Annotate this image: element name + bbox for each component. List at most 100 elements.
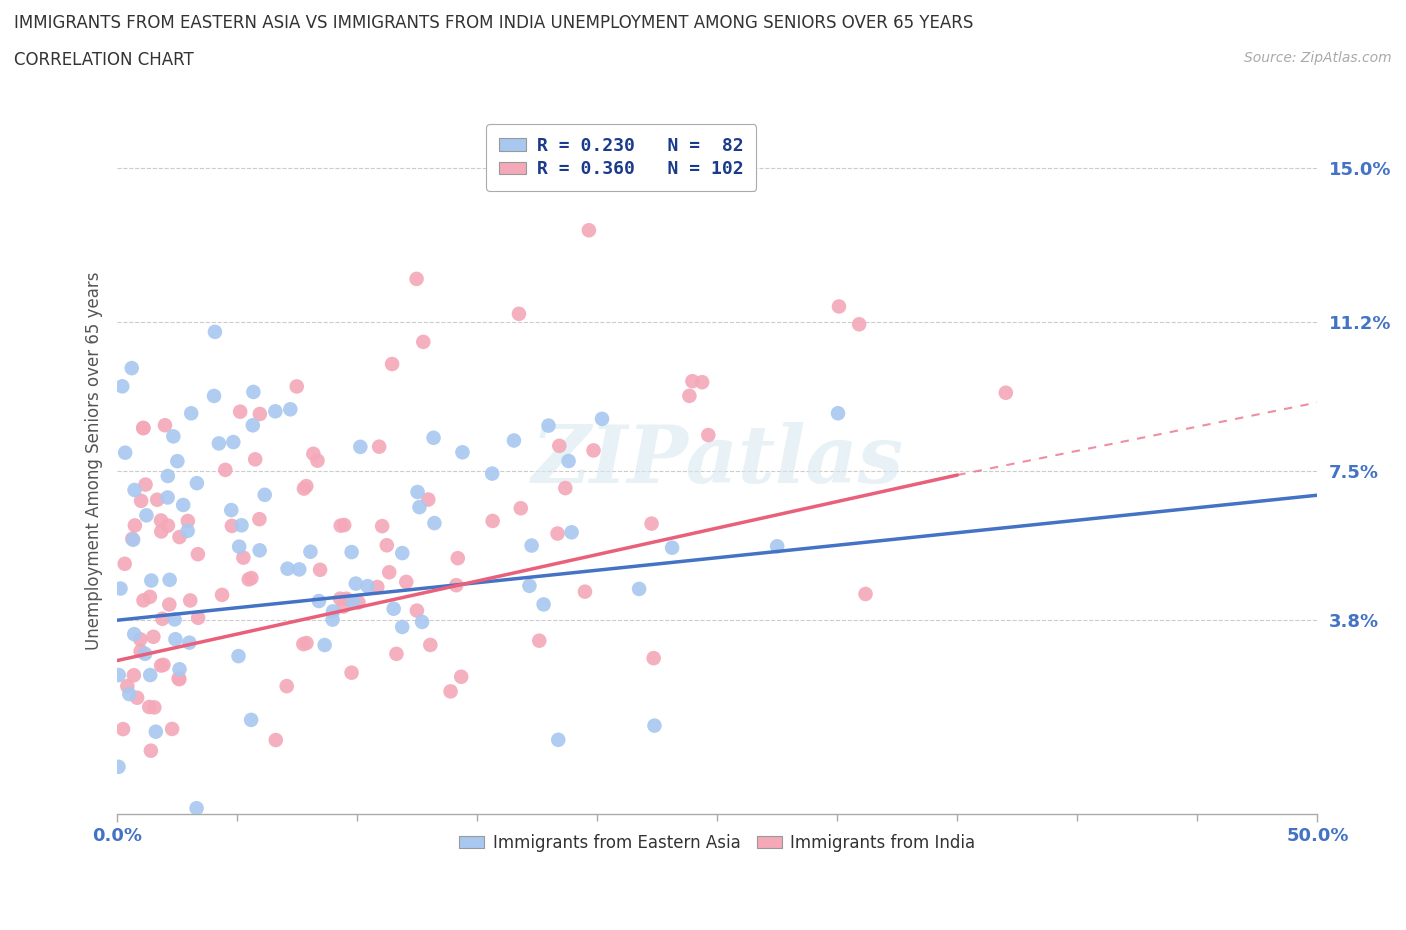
Point: [574, 584, 596, 599]
Point: [322, 612, 344, 627]
Point: [221, 518, 243, 533]
Point: [855, 587, 877, 602]
Point: [117, 679, 139, 694]
Point: [149, 513, 172, 528]
Point: [169, 662, 191, 677]
Point: [422, 431, 444, 445]
Point: [278, 402, 301, 417]
Point: [366, 579, 388, 594]
Point: [129, 494, 152, 509]
Point: [162, 429, 184, 444]
Point: [121, 361, 143, 376]
Point: [640, 516, 662, 531]
Point: [165, 631, 187, 646]
Point: [288, 562, 311, 577]
Point: [329, 518, 352, 533]
Point: [240, 712, 263, 727]
Point: [329, 591, 352, 606]
Text: Source: ZipAtlas.com: Source: ZipAtlas.com: [1244, 51, 1392, 65]
Point: [179, 593, 201, 608]
Point: [214, 462, 236, 477]
Point: [139, 668, 162, 683]
Point: [548, 438, 571, 453]
Point: [643, 651, 665, 666]
Point: [264, 733, 287, 748]
Point: [509, 501, 531, 516]
Point: [447, 551, 470, 565]
Point: [169, 671, 191, 686]
Point: [308, 593, 330, 608]
Point: [302, 446, 325, 461]
Point: [503, 433, 526, 448]
Point: [204, 325, 226, 339]
Point: [129, 644, 152, 658]
Point: [167, 671, 190, 686]
Point: [661, 540, 683, 555]
Point: [643, 718, 665, 733]
Point: [249, 543, 271, 558]
Point: [371, 519, 394, 534]
Point: [228, 649, 250, 664]
Point: [129, 631, 152, 646]
Point: [121, 531, 143, 546]
Point: [112, 722, 135, 737]
Point: [412, 335, 434, 350]
Point: [285, 379, 308, 394]
Point: [231, 518, 253, 533]
Point: [134, 646, 156, 661]
Point: [242, 418, 264, 432]
Point: [132, 420, 155, 435]
Point: [166, 454, 188, 469]
Point: [135, 477, 157, 492]
Point: [519, 578, 541, 593]
Point: [591, 411, 613, 426]
Point: [132, 593, 155, 608]
Point: [180, 405, 202, 420]
Point: [450, 670, 472, 684]
Point: [111, 829, 134, 844]
Point: [547, 526, 569, 541]
Point: [132, 420, 155, 435]
Text: ZIPatlas: ZIPatlas: [531, 422, 903, 499]
Point: [111, 379, 134, 393]
Point: [994, 385, 1017, 400]
Point: [142, 630, 165, 644]
Point: [107, 668, 129, 683]
Point: [508, 306, 530, 321]
Point: [211, 588, 233, 603]
Point: [187, 610, 209, 625]
Point: [228, 539, 250, 554]
Point: [342, 594, 364, 609]
Point: [481, 513, 503, 528]
Point: [533, 597, 555, 612]
Point: [150, 658, 173, 673]
Point: [395, 575, 418, 590]
Point: [138, 699, 160, 714]
Point: [122, 627, 145, 642]
Point: [138, 841, 160, 856]
Point: [382, 602, 405, 617]
Point: [122, 532, 145, 547]
Point: [529, 633, 551, 648]
Point: [681, 374, 703, 389]
Point: [678, 389, 700, 404]
Point: [690, 375, 713, 390]
Point: [150, 524, 173, 538]
Point: [347, 595, 370, 610]
Point: [156, 518, 179, 533]
Point: [439, 684, 461, 698]
Point: [848, 317, 870, 332]
Point: [340, 665, 363, 680]
Point: [368, 439, 391, 454]
Point: [179, 635, 201, 650]
Point: [391, 546, 413, 561]
Point: [222, 434, 245, 449]
Point: [127, 690, 149, 705]
Point: [828, 299, 851, 314]
Point: [344, 577, 367, 591]
Point: [349, 439, 371, 454]
Point: [143, 700, 166, 715]
Point: [249, 512, 271, 526]
Point: [238, 572, 260, 587]
Legend: Immigrants from Eastern Asia, Immigrants from India: Immigrants from Eastern Asia, Immigrants…: [453, 827, 981, 858]
